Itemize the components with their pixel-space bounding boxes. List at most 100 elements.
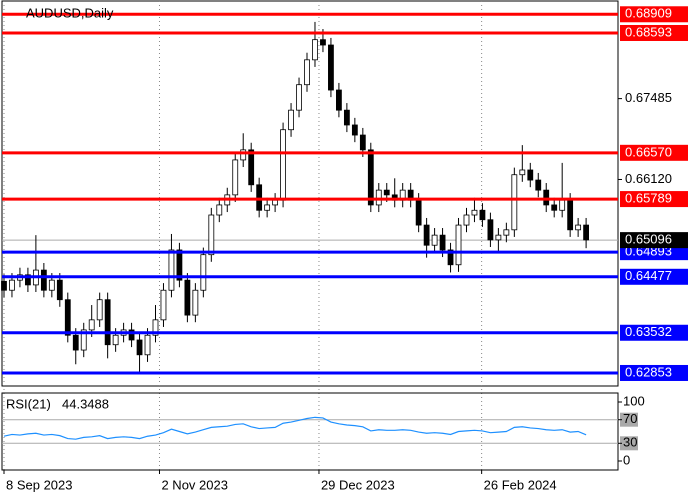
candle-body bbox=[104, 299, 111, 346]
candle-body bbox=[535, 179, 542, 191]
level-label: 0.65789 bbox=[625, 191, 672, 206]
level-label: 0.64477 bbox=[625, 268, 672, 283]
level-label-box bbox=[620, 144, 688, 161]
y-tick-label: 0 bbox=[623, 452, 630, 467]
level-label: 0.66570 bbox=[625, 144, 672, 159]
candle-body bbox=[559, 199, 566, 211]
candle-body bbox=[439, 234, 446, 251]
candle-body bbox=[160, 289, 167, 321]
level-label-box bbox=[620, 24, 688, 41]
candle-body bbox=[176, 249, 183, 281]
candle-body bbox=[88, 319, 95, 331]
candle-body bbox=[487, 219, 494, 241]
candle-body bbox=[455, 224, 462, 266]
candle-body bbox=[112, 334, 119, 346]
y-tick-box bbox=[620, 436, 638, 451]
candle-body bbox=[128, 329, 135, 341]
candle-body bbox=[495, 234, 502, 241]
level-label-box bbox=[620, 268, 688, 285]
candle-body bbox=[136, 339, 143, 356]
candle-body bbox=[48, 279, 55, 291]
y-tick-label: 30 bbox=[623, 435, 637, 450]
candle-body bbox=[320, 39, 326, 46]
candle-body bbox=[184, 279, 191, 316]
candle-body bbox=[336, 89, 342, 111]
candle-body bbox=[471, 209, 478, 216]
candle-body bbox=[288, 109, 294, 131]
candle-body bbox=[511, 174, 518, 231]
candle-body bbox=[192, 289, 199, 316]
candle-body bbox=[1, 280, 7, 291]
candle-body bbox=[551, 204, 558, 211]
candle-body bbox=[519, 169, 526, 176]
candle-body bbox=[280, 129, 286, 201]
candle-body bbox=[375, 189, 382, 206]
candle-body bbox=[64, 299, 71, 336]
current-price-label: 0.65096 bbox=[625, 232, 672, 247]
level-label-box bbox=[620, 324, 688, 341]
candle-body bbox=[351, 124, 358, 136]
candle-body bbox=[583, 224, 590, 241]
candle-body bbox=[256, 184, 263, 211]
candle-body bbox=[272, 199, 279, 206]
candle-body bbox=[359, 134, 366, 151]
y-tick-box bbox=[620, 412, 638, 427]
candle-body bbox=[264, 204, 271, 211]
candle-body bbox=[240, 149, 247, 161]
level-label: 0.63532 bbox=[625, 324, 672, 339]
level-label: 0.68909 bbox=[625, 6, 672, 21]
candle-body bbox=[527, 169, 534, 181]
candle-body bbox=[40, 269, 47, 291]
candle-body bbox=[312, 39, 318, 61]
candle-body bbox=[96, 299, 103, 321]
level-label: 0.62853 bbox=[625, 364, 672, 379]
current-price-box bbox=[620, 232, 688, 249]
indicator-pane bbox=[1, 392, 619, 471]
level-label: 0.68593 bbox=[625, 24, 672, 39]
candle-body bbox=[56, 279, 63, 301]
indicator-title: RSI(21) bbox=[6, 396, 51, 411]
y-tick-label: 0.66120 bbox=[625, 171, 672, 186]
level-label-box bbox=[620, 6, 688, 23]
level-label-box bbox=[620, 244, 688, 261]
candle-body bbox=[80, 329, 87, 351]
candle-body bbox=[575, 224, 582, 231]
candle-body bbox=[304, 59, 310, 86]
x-tick-label: 8 Sep 2023 bbox=[6, 477, 73, 492]
chart-title: AUDUSD,Daily bbox=[26, 5, 114, 20]
x-tick-label: 29 Dec 2023 bbox=[321, 477, 395, 492]
y-tick-label: 100 bbox=[623, 393, 645, 408]
candle-body bbox=[431, 234, 438, 246]
candle-body bbox=[543, 189, 550, 206]
candle-body bbox=[216, 204, 223, 216]
candle-body bbox=[232, 159, 239, 196]
candle-body bbox=[415, 199, 422, 226]
candle-body bbox=[447, 249, 454, 266]
candle-body bbox=[463, 214, 470, 226]
candle-body bbox=[567, 199, 574, 231]
candle-body bbox=[25, 274, 31, 286]
candle-body bbox=[383, 189, 390, 196]
x-tick-label: 26 Feb 2024 bbox=[484, 477, 557, 492]
y-tick-label: 70 bbox=[623, 411, 637, 426]
candle-body bbox=[9, 279, 15, 291]
price-pane bbox=[1, 0, 619, 387]
level-label-box bbox=[620, 191, 688, 208]
candle-body bbox=[423, 224, 430, 246]
x-tick-label: 2 Nov 2023 bbox=[161, 477, 228, 492]
candle-body bbox=[503, 229, 510, 236]
candle-body bbox=[479, 209, 486, 221]
candle-body bbox=[200, 254, 207, 291]
candle-body bbox=[296, 84, 302, 111]
candle-body bbox=[72, 334, 79, 351]
candle-body bbox=[343, 109, 350, 126]
candle-body bbox=[168, 249, 175, 291]
candle-body bbox=[367, 149, 374, 206]
level-label-box bbox=[620, 364, 688, 381]
candle-body bbox=[328, 44, 334, 91]
indicator-value: 44.3488 bbox=[62, 396, 109, 411]
candle-body bbox=[208, 214, 215, 256]
y-tick-label: 0.67485 bbox=[625, 90, 672, 105]
